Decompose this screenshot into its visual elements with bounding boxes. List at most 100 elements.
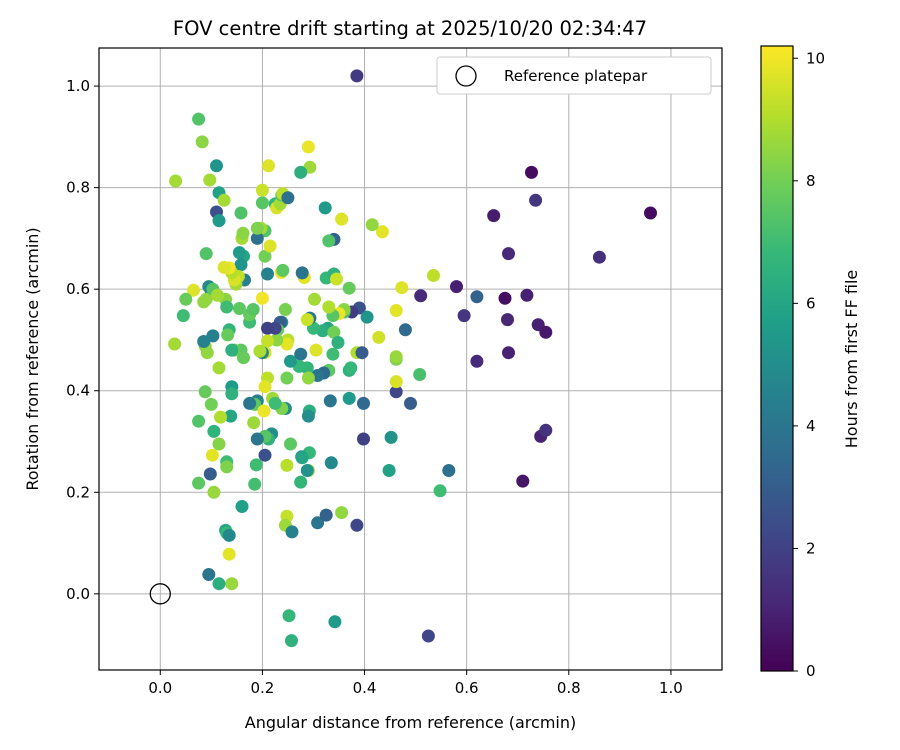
scatter-point-227 — [179, 292, 193, 306]
scatter-point-35 — [427, 269, 440, 282]
scatter-point-5 — [502, 247, 515, 261]
scatter-point-107 — [280, 371, 294, 385]
scatter-point-216 — [211, 288, 224, 302]
scatter-point-200 — [212, 437, 226, 451]
scatter-point-100 — [319, 508, 333, 522]
x-tick-label: 0.0 — [148, 679, 172, 697]
scatter-point-93 — [280, 458, 294, 472]
scatter-point-131 — [250, 432, 264, 446]
scatter-point-160 — [232, 246, 246, 260]
scatter-point-218 — [203, 173, 217, 187]
scatter-point-85 — [300, 464, 314, 477]
scatter-point-196 — [207, 485, 221, 499]
y-axis-label: Rotation from reference (arcmin) — [23, 227, 42, 490]
colorbar-tick-label: 0 — [806, 662, 816, 680]
scatter-point-137 — [243, 396, 257, 410]
x-tick-label: 0.8 — [557, 679, 581, 697]
scatter-point-55 — [322, 234, 336, 248]
scatter-point-185 — [224, 409, 238, 423]
scatter-point-182 — [225, 343, 239, 357]
scatter-point-177 — [237, 351, 250, 365]
scatter-point-180 — [246, 303, 260, 316]
scatter-point-34 — [395, 281, 409, 295]
scatter-point-8 — [498, 291, 512, 305]
colorbar-tick-label: 8 — [806, 172, 816, 190]
legend: Reference platepar — [436, 56, 712, 95]
y-tick-label: 0.8 — [66, 179, 90, 197]
colorbar-tick-label: 6 — [806, 294, 816, 312]
scatter-point-20 — [516, 474, 530, 488]
scatter-point-96 — [285, 525, 299, 539]
scatter-point-15 — [539, 325, 553, 339]
x-tick-label: 0.4 — [353, 679, 377, 697]
scatter-point-53 — [335, 212, 349, 226]
scatter-point-9 — [520, 288, 534, 302]
reference-marker — [149, 583, 171, 605]
colorbar-tick-label: 4 — [806, 417, 816, 435]
scatter-point-17 — [502, 346, 515, 360]
scatter-point-191 — [222, 547, 236, 561]
scatter-point-80 — [301, 371, 315, 385]
scatter-point-25 — [404, 396, 417, 410]
plot-frame — [98, 47, 723, 671]
grid-lines — [99, 48, 722, 670]
scatter-point-21 — [421, 629, 435, 643]
scatter-point-170 — [217, 260, 231, 274]
scatter-point-148 — [255, 196, 269, 210]
scatter-point-123 — [253, 344, 267, 358]
scatter-point-147 — [263, 239, 277, 253]
scatter-point-12 — [457, 309, 471, 323]
scatter-point-22 — [442, 464, 456, 477]
reference-platepar-point — [149, 583, 171, 605]
scatter-point-230 — [168, 337, 182, 351]
scatter-point-11 — [414, 289, 428, 303]
scatter-point-226 — [187, 283, 200, 297]
y-tick-label: 1.0 — [66, 77, 90, 95]
scatter-point-163 — [236, 226, 250, 240]
scatter-point-197 — [205, 448, 219, 462]
scatter-point-194 — [202, 568, 216, 581]
legend-box — [436, 56, 712, 95]
x-axis-label: Angular distance from reference (arcmin) — [245, 713, 576, 732]
x-tick-label: 0.2 — [250, 679, 274, 697]
scatter-point-91 — [295, 266, 309, 280]
scatter-point-119 — [261, 321, 274, 335]
scatter-point-71 — [309, 343, 323, 357]
scatter-point-45 — [342, 391, 356, 405]
scatter-point-108 — [284, 354, 297, 368]
scatter-point-4 — [487, 209, 501, 223]
chart-title: FOV centre drift starting at 2025/10/20 … — [173, 17, 647, 40]
scatter-point-157 — [294, 165, 308, 179]
x-axis-ticks: 0.0 0.2 0.4 0.6 0.8 1.0 — [148, 670, 683, 697]
scatter-point-0 — [350, 69, 364, 83]
scatter-point-29 — [398, 323, 412, 337]
scatter-point-174 — [221, 328, 235, 342]
scatter-point-127 — [268, 396, 282, 410]
scatter-point-150 — [255, 183, 269, 197]
scatter-point-201 — [207, 424, 221, 438]
colorbar-tick-label: 10 — [806, 49, 825, 67]
scatter-point-145 — [250, 231, 264, 245]
scatter-point-99 — [311, 516, 325, 530]
plot-area — [98, 47, 723, 671]
scatter-point-73 — [308, 292, 321, 306]
scatter-point-132 — [258, 448, 272, 462]
scatter-point-44 — [350, 518, 364, 532]
scatter-point-7 — [450, 280, 463, 294]
scatter-point-217 — [199, 247, 213, 261]
scatter-point-27 — [384, 430, 398, 444]
scatter-point-88 — [294, 475, 308, 489]
scatter-point-32 — [389, 375, 403, 389]
x-tick-label: 0.6 — [455, 679, 479, 697]
scatter-point-138 — [247, 416, 261, 430]
x-tick-label: 1.0 — [659, 679, 683, 697]
colorbar-ticks: 0 2 4 6 8 10 — [793, 49, 825, 680]
scatter-points — [168, 69, 657, 648]
scatter-point-101 — [324, 456, 338, 470]
scatter-point-142 — [258, 249, 272, 263]
scatter-point-59 — [330, 272, 343, 286]
scatter-point-92 — [284, 437, 297, 451]
scatter-point-141 — [261, 267, 274, 281]
y-tick-label: 0.2 — [66, 483, 90, 501]
scatter-point-190 — [222, 528, 236, 542]
